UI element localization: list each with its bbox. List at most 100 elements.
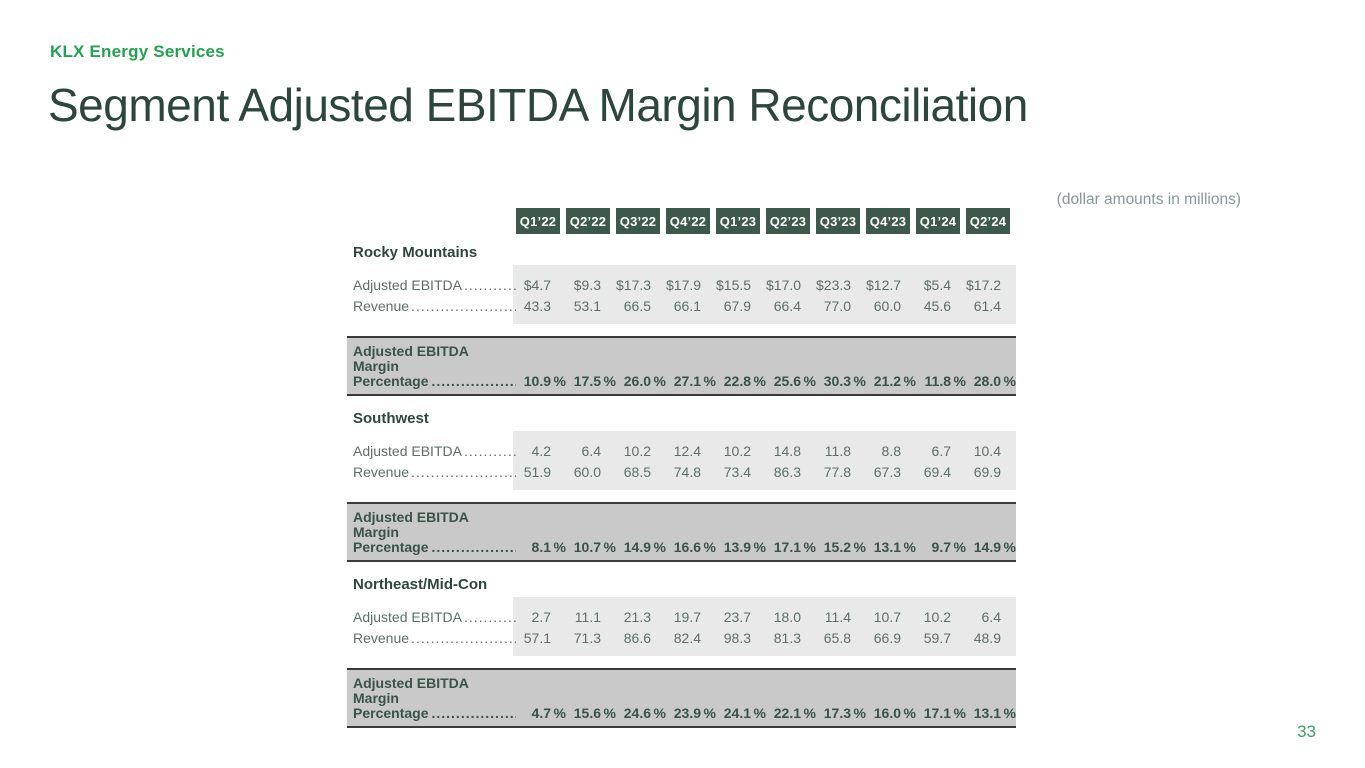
margin-value-cell: 17.1% (766, 540, 816, 555)
margin-value: 16.0 (873, 705, 901, 721)
margin-value: 30.3 (823, 373, 851, 389)
percent-sign: % (553, 373, 566, 389)
value-cell: 53.1 (573, 297, 601, 314)
margin-value: 25.6 (773, 373, 801, 389)
value-cell: 73.4 (723, 463, 751, 480)
margin-row-label: Adjusted EBITDA Margin Percentage (347, 344, 516, 389)
table-row-adjusted-ebitda: Adjusted EBITDA 4.2 6.4 10.2 12.4 10.2 14.8 11… (347, 440, 1016, 461)
segment-name-rocky-mountains: Rocky Mountains (353, 244, 478, 261)
segment-name-northeast-mid-con: Northeast/Mid-Con (353, 576, 488, 593)
segment-data-rows-northeast-mid-con: Adjusted EBITDA 2.7 11.1 21.3 19.7 23.7 18.0 1… (347, 597, 1016, 656)
percent-sign: % (953, 373, 966, 389)
value-cell: 60.0 (873, 297, 901, 314)
value-cell: 71.3 (573, 629, 601, 646)
margin-value: 26.0 (623, 373, 651, 389)
percent-sign: % (853, 705, 866, 721)
value-cell: 10.2 (923, 608, 951, 625)
margin-value: 27.1 (673, 373, 701, 389)
margin-value-cell: 26.0% (616, 374, 666, 389)
row-label-text: Adjusted EBITDA (353, 608, 462, 625)
page-number: 33 (1297, 722, 1316, 741)
margin-value-cell: 22.8% (716, 374, 766, 389)
percent-sign: % (803, 705, 816, 721)
segment-ebitda-table: Q1’22 Q2’22 Q3’22 Q4’22 Q1’23 Q2’23 Q3’23 Q4’23… (347, 208, 1016, 742)
row-label-adjusted-ebitda: Adjusted EBITDA (347, 609, 516, 625)
row-label-text: Percentage (353, 374, 429, 389)
margin-label-line2: Percentage (353, 374, 516, 389)
row-values: $4.7 $9.3 $17.3 $17.9 $15.5 $17.0 $23.3 $12.7 $5… (516, 277, 1016, 293)
table-row-adjusted-ebitda: Adjusted EBITDA $4.7$9.3$17.3$17.9$15.5$… (347, 274, 1016, 295)
margin-value-cell: 23.9% (666, 706, 716, 721)
value-cell: 51.9 (523, 463, 551, 480)
margin-value-cell: 13.1% (966, 706, 1016, 721)
margin-value: 22.8 (723, 373, 751, 389)
segment-data-rows-rocky-mountains: Adjusted EBITDA $4.7$9.3$17.3$17.9$15.5$… (347, 265, 1016, 324)
quarter-header-cell: Q1’24 (916, 208, 960, 234)
margin-band-southwest: Adjusted EBITDA Margin Percentage 8.1%10… (347, 502, 1016, 562)
value-cell: 4.2 (531, 442, 551, 459)
percent-sign: % (953, 705, 966, 721)
percent-sign: % (603, 705, 616, 721)
value-cell: 57.1 (523, 629, 551, 646)
percent-sign: % (1003, 373, 1016, 389)
value-cell: $12.7 (866, 276, 902, 293)
value-cell: 48.9 (973, 629, 1001, 646)
margin-value-cell: 30.3% (816, 374, 866, 389)
percent-sign: % (703, 539, 716, 555)
margin-value: 17.5 (573, 373, 601, 389)
value-cell: 74.8 (673, 463, 701, 480)
margin-value-cell: 9.7% (916, 540, 966, 555)
margin-value: 10.9 (523, 373, 551, 389)
margin-row-label: Adjusted EBITDA Margin Percentage (347, 676, 516, 721)
margin-value-cell: 15.6% (566, 706, 616, 721)
row-label-adjusted-ebitda: Adjusted EBITDA (347, 277, 516, 293)
row-label-revenue: Revenue (347, 298, 516, 314)
value-cell: 81.3 (773, 629, 801, 646)
row-label-text: Revenue (353, 629, 410, 646)
row-label-revenue: Revenue (347, 464, 516, 480)
value-cell: 69.4 (923, 463, 951, 480)
quarter-header-cell: Q3’22 (616, 208, 660, 234)
row-values: 43.3 53.1 66.5 66.1 67.9 66.4 77.0 60.0 45.6 61.4 (516, 298, 1016, 314)
row-label-revenue: Revenue (347, 630, 516, 646)
table-row-revenue: Revenue 57.1 71.3 86.6 82.4 98.3 81.3 65.8 66.9… (347, 627, 1016, 648)
value-cell: 6.7 (931, 442, 951, 459)
value-cell: 11.1 (574, 608, 601, 625)
percent-sign: % (853, 539, 866, 555)
page-title: Segment Adjusted EBITDA Margin Reconcili… (48, 79, 1028, 131)
margin-value: 13.1 (973, 705, 1001, 721)
percent-sign: % (603, 539, 616, 555)
value-cell: 98.3 (723, 629, 751, 646)
margin-value: 24.6 (623, 705, 651, 721)
value-cell: 65.8 (823, 629, 851, 646)
margin-value-cell: 14.9% (966, 540, 1016, 555)
row-values: 57.1 71.3 86.6 82.4 98.3 81.3 65.8 66.9 59.7 48.9 (516, 630, 1016, 646)
value-cell: $23.3 (816, 276, 852, 293)
percent-sign: % (553, 539, 566, 555)
margin-value: 9.7 (931, 539, 951, 555)
value-cell: 66.5 (623, 297, 651, 314)
margin-value: 11.8 (924, 373, 951, 389)
quarter-header-cell: Q1’22 (516, 208, 560, 234)
percent-sign: % (653, 373, 666, 389)
value-cell: $4.7 (523, 276, 551, 293)
percent-sign: % (753, 539, 766, 555)
margin-value-cell: 13.9% (716, 540, 766, 555)
percent-sign: % (703, 705, 716, 721)
percent-sign: % (603, 373, 616, 389)
value-cell: $17.3 (616, 276, 652, 293)
margin-value-cell: 17.1% (916, 706, 966, 721)
value-cell: 6.4 (581, 442, 601, 459)
row-label-text: Revenue (353, 297, 410, 314)
row-label-text: Percentage (353, 540, 429, 555)
margin-value-cell: 14.9% (616, 540, 666, 555)
percent-sign: % (903, 539, 916, 555)
value-cell: 66.1 (673, 297, 701, 314)
value-cell: 14.8 (773, 442, 801, 459)
margin-label-line2: Percentage (353, 706, 516, 721)
value-cell: 68.5 (623, 463, 651, 480)
value-cell: 19.7 (673, 608, 701, 625)
row-values: 4.2 6.4 10.2 12.4 10.2 14.8 11.8 8.8 6.7 10.4 (516, 443, 1016, 459)
margin-value-cell: 25.6% (766, 374, 816, 389)
percent-sign: % (553, 705, 566, 721)
